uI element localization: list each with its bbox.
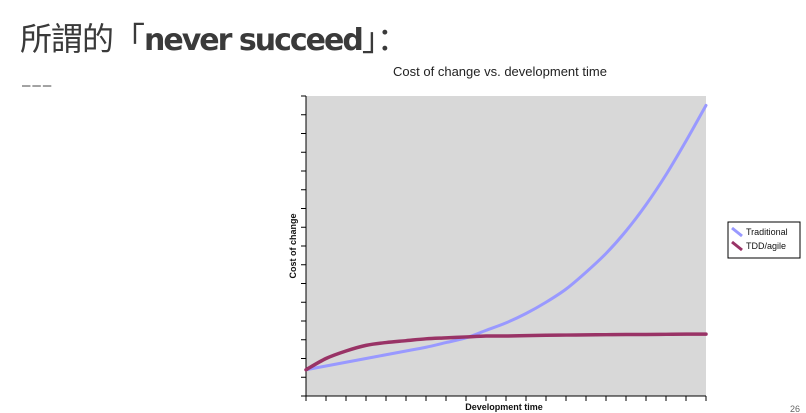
y-axis-ticks <box>301 95 306 397</box>
slide-title-prefix: 所謂的「 <box>20 20 145 58</box>
series-line-traditional <box>304 103 708 372</box>
legend-box <box>727 221 801 259</box>
title-divider: ——— <box>22 78 54 94</box>
legend-label: TDD/agile <box>746 241 786 251</box>
y-axis-label: Cost of change <box>288 213 298 278</box>
page-number: 26 <box>790 404 801 413</box>
x-axis-ticks <box>305 396 707 401</box>
legend-swatch <box>731 226 743 238</box>
x-axis-label: Development time <box>465 402 543 412</box>
series-line-tdd-agile <box>304 332 708 372</box>
slide-title-suffix: 」： <box>361 20 409 58</box>
slide-title: 所謂的「never succeed」： <box>20 14 409 60</box>
chart-title: Cost of change vs. development time <box>393 64 607 79</box>
slide-title-highlight: never succeed <box>144 23 364 58</box>
series-layer <box>304 103 708 372</box>
legend: Traditional TDD/agile <box>727 221 801 259</box>
legend-swatch <box>731 240 743 252</box>
legend-label: Traditional <box>746 227 788 237</box>
plot-area <box>306 96 706 396</box>
